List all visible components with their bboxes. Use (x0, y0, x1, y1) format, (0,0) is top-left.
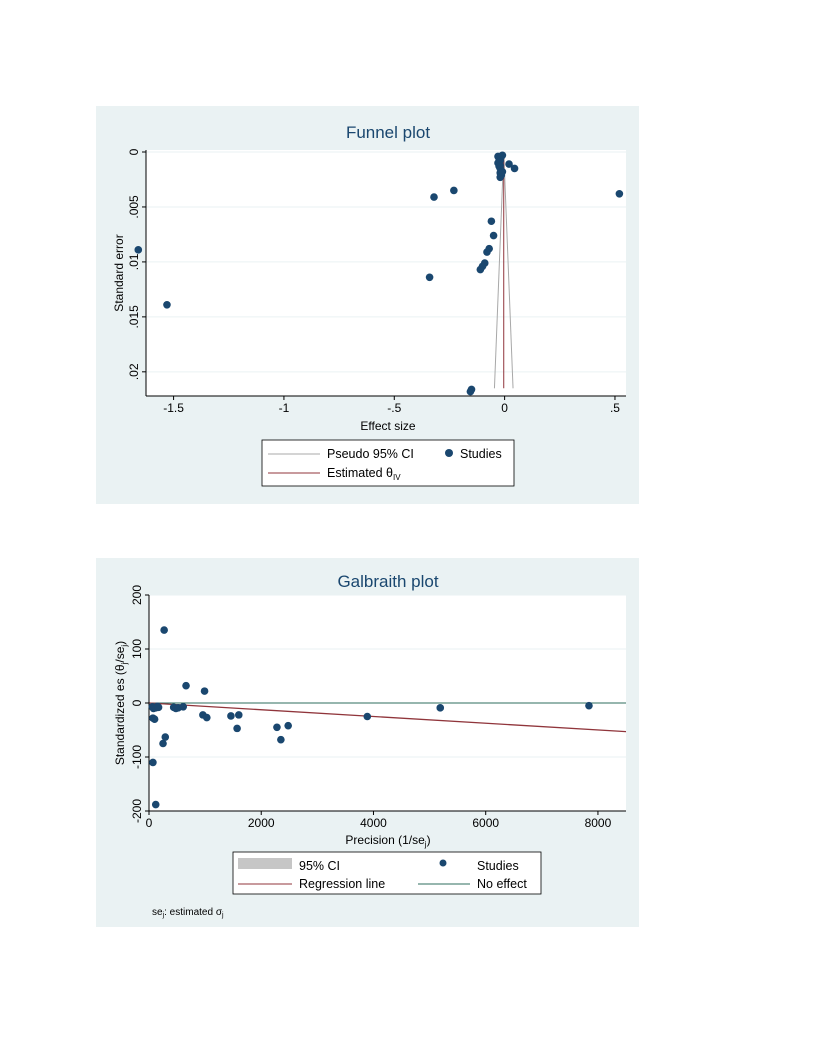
study-point (498, 151, 507, 160)
study-point (151, 800, 160, 809)
regression-line (148, 702, 627, 733)
study-point (510, 164, 519, 173)
chart-title: Funnel plot (346, 123, 430, 142)
x-tick-label: -1 (279, 401, 290, 415)
ci-upper-line (503, 151, 514, 389)
study-point (200, 687, 209, 695)
funnel-plot-panel: Funnel plot 0.005.01.015.02 -1.5 -1 -.5 0.5 … (96, 106, 639, 504)
study-point (134, 246, 143, 254)
y-tick-label: 0 (130, 699, 144, 706)
study-point (160, 626, 168, 634)
y-tick-label: .02 (127, 363, 141, 380)
study-point (182, 681, 190, 690)
x-tick-label: 2000 (248, 816, 275, 830)
ci-lower-line (493, 151, 505, 389)
legend-label-studies: Studies (460, 447, 502, 461)
study-point (430, 193, 438, 201)
y-tick-label: -100 (130, 745, 144, 769)
study-point (273, 723, 281, 732)
x-axis-label: Effect size (360, 419, 415, 433)
study-point (483, 248, 491, 256)
footnote: sej: estimated σj (152, 907, 224, 919)
x-tick-label: 0 (501, 401, 508, 415)
study-point (436, 704, 445, 712)
legend-label-regression: Regression line (299, 877, 385, 891)
y-tick-label: .005 (127, 195, 141, 219)
x-tick-label: 0 (146, 816, 153, 830)
study-point (154, 703, 163, 712)
x-tick-label: 6000 (472, 816, 499, 830)
legend: Pseudo 95% CI Studies Estimated θIV (261, 439, 515, 487)
study-point (498, 167, 507, 176)
x-tick-label: -.5 (387, 401, 401, 415)
study-point (203, 713, 211, 722)
galbraith-plot-panel: Galbraith plot -200 -100 0 100 200 0 2000 4000 6… (96, 558, 639, 927)
study-point (487, 217, 496, 226)
study-point (425, 273, 434, 282)
legend-label-estimate: Estimated θIV (327, 466, 401, 482)
y-tick-label: -200 (130, 799, 144, 823)
study-point (489, 231, 498, 240)
x-axis-label: Precision (1/sej) (345, 833, 430, 849)
legend-label-studies: Studies (477, 859, 519, 873)
study-point (227, 712, 235, 720)
study-point (466, 387, 475, 396)
study-point (161, 733, 170, 741)
y-tick-label: 100 (130, 639, 144, 659)
y-tick-label: 0 (127, 148, 141, 155)
x-tick-label: -1.5 (163, 401, 184, 415)
study-point (179, 702, 188, 711)
legend-ci-swatch (238, 858, 292, 869)
y-tick-label: .015 (127, 305, 141, 329)
study-point (476, 265, 485, 274)
study-point (363, 712, 372, 721)
study-point (450, 186, 458, 195)
legend-studies-marker (445, 449, 453, 457)
y-axis-label: Standardized es (θj/sej) (113, 641, 129, 765)
x-tick-label: .5 (610, 401, 620, 415)
legend-label-no-effect: No effect (477, 877, 527, 891)
x-tick-label: 4000 (360, 816, 387, 830)
study-point (277, 735, 285, 744)
plot-area (146, 150, 626, 396)
legend-studies-marker (439, 859, 447, 867)
study-point (284, 721, 292, 730)
funnel-plot: Funnel plot 0.005.01.015.02-1.5 -1 -.5 0.5 … (112, 123, 626, 487)
legend: 95% CI Studies Regression line No effect (232, 851, 542, 895)
study-point (615, 189, 624, 198)
legend-label-ci: 95% CI (299, 859, 340, 873)
study-point (233, 724, 241, 733)
study-point (505, 160, 513, 168)
y-tick-label: .01 (127, 253, 141, 270)
study-point (234, 711, 243, 719)
study-point (159, 739, 167, 748)
study-point (163, 300, 171, 309)
study-point (585, 701, 593, 710)
y-axis-label: Standard error (112, 234, 126, 311)
x-tick-label: 8000 (585, 816, 612, 830)
chart-title: Galbraith plot (337, 572, 438, 591)
study-point (150, 715, 159, 723)
y-tick-label: 200 (130, 585, 144, 605)
legend-label-ci: Pseudo 95% CI (327, 447, 414, 461)
study-point (149, 758, 157, 767)
